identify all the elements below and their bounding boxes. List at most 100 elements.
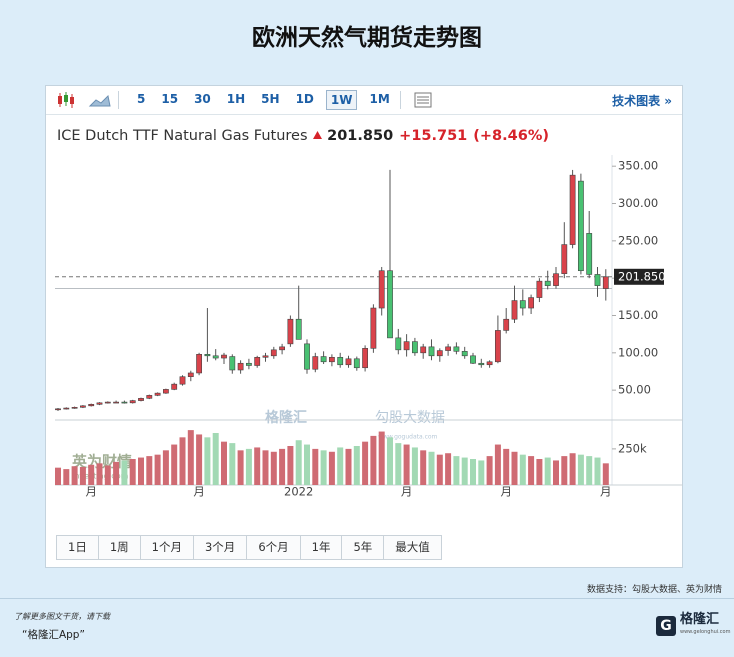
x-tick-label: 月 [500, 485, 512, 499]
volume-bar [79, 466, 86, 485]
up-arrow [313, 131, 323, 139]
range-button[interactable]: 3个月 [192, 535, 248, 560]
interval-button[interactable]: 30 [194, 92, 211, 106]
candle-body [80, 405, 86, 408]
watermark: 格隆汇 [265, 409, 307, 426]
volume-bar [104, 465, 111, 485]
candle-body [370, 307, 377, 349]
candle-body [187, 372, 194, 378]
range-button[interactable]: 1个月 [139, 535, 194, 560]
volume-bar [561, 456, 568, 485]
y-tick-label: 350.00 [618, 159, 658, 173]
volume-bar [221, 441, 227, 485]
candle-body [461, 351, 468, 357]
volume-bar [262, 450, 269, 485]
volume-bar [428, 451, 435, 485]
candle-body [519, 300, 526, 309]
candle-body [486, 361, 493, 366]
interval-button[interactable]: 1W [325, 90, 358, 110]
volume-bar [445, 453, 452, 485]
candle-body [104, 401, 111, 404]
range-button[interactable]: 最大值 [383, 535, 442, 560]
candle-body [295, 318, 302, 340]
y-tick-label: 250.00 [618, 233, 658, 247]
x-tick-label: 月 [401, 485, 413, 499]
candle-body [304, 343, 310, 370]
candle-body [279, 346, 285, 351]
settings-icon[interactable] [413, 91, 433, 109]
range-button[interactable]: 1周 [97, 535, 141, 560]
logo-url: www.gelonghui.com [680, 629, 731, 635]
candle-body [362, 348, 368, 369]
candle-body [445, 346, 451, 351]
interval-button[interactable]: 1D [295, 92, 314, 106]
candle-body [337, 356, 344, 366]
intervals: 5 15 30 1H 5H 1D 1W 1M [125, 90, 394, 110]
area-icon[interactable] [88, 91, 112, 109]
candle-body [287, 318, 294, 345]
volume-bar [287, 446, 294, 485]
volume-bar [187, 430, 194, 485]
y-tick-label: 100.00 [618, 345, 658, 359]
interval-button[interactable]: 1H [226, 92, 246, 106]
volume-bar [494, 444, 501, 485]
candle-body [113, 401, 119, 404]
candle-icon[interactable] [54, 91, 78, 109]
candle-body [254, 356, 261, 366]
volume-bar [279, 448, 286, 485]
volume-bar [212, 433, 219, 485]
volume-bar [245, 448, 252, 485]
volume-bar [337, 447, 344, 485]
volume-bar [503, 448, 510, 485]
volume-bar [370, 435, 377, 485]
volume-bar [121, 460, 128, 485]
volume-bar [88, 464, 95, 485]
volume-bar [162, 450, 169, 485]
volume-bar [511, 451, 518, 485]
range-button[interactable]: 1日 [56, 535, 99, 560]
volume-bar [154, 454, 161, 485]
candle-body [88, 404, 95, 407]
logo: G 格隆汇 www.gelonghui.com [656, 613, 730, 639]
candle-body [121, 401, 128, 404]
quote-header: ICE Dutch TTF Natural Gas Futures 201.85… [57, 128, 549, 144]
volume-bar [569, 453, 576, 485]
volume-bar [577, 454, 584, 485]
range-button[interactable]: 6个月 [246, 535, 301, 560]
y-tick-label: 50.00 [618, 383, 651, 397]
toolbar: 5 15 30 1H 5H 1D 1W 1M 技术图表 » [46, 86, 682, 115]
volume-bar [353, 446, 360, 485]
volume-bar [229, 443, 236, 485]
volume-bar [536, 459, 543, 485]
volume-bar [270, 451, 277, 485]
candle-body [146, 395, 153, 399]
interval-button[interactable]: 5 [137, 92, 146, 106]
volume-bar [171, 444, 178, 485]
candle-body [602, 276, 609, 289]
interval-button[interactable]: 5H [261, 92, 280, 106]
technical-link[interactable]: 技术图表 » [612, 93, 672, 108]
candle-body [246, 362, 252, 366]
volume-bar [602, 463, 609, 485]
volume-bar [196, 434, 203, 485]
candle-body [138, 398, 144, 401]
volume-bar [63, 469, 70, 485]
interval-button[interactable]: 15 [161, 92, 179, 106]
volume-bar [387, 437, 393, 485]
interval-button[interactable]: 1M [369, 92, 390, 106]
candle-body [221, 354, 227, 359]
separator [118, 91, 119, 109]
candle-body [229, 356, 236, 371]
candle-body [345, 358, 352, 366]
volume-bar [71, 466, 78, 485]
candle-body [237, 362, 244, 371]
volume-bar [295, 440, 302, 485]
y-tick-label: 150.00 [618, 308, 658, 322]
volume-bar [113, 461, 120, 485]
volume-bar [320, 450, 327, 485]
last-price: 201.850 [327, 128, 394, 144]
candle-body [55, 408, 61, 411]
range-button[interactable]: 5年 [341, 535, 385, 560]
candle-body [270, 349, 277, 357]
